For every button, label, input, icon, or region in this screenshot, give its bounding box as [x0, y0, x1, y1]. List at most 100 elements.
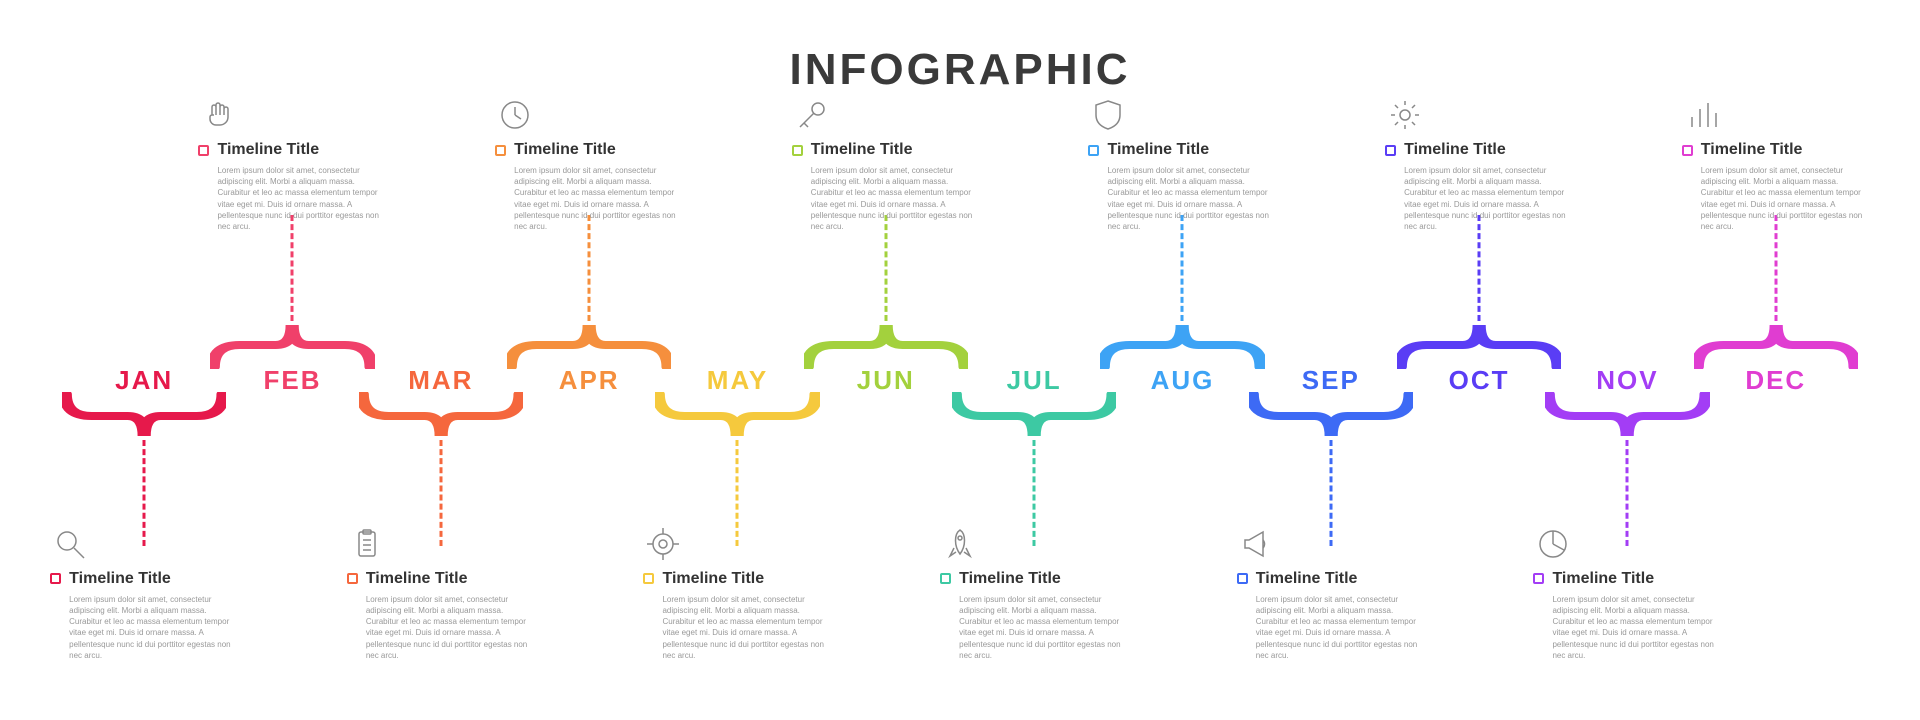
content-block: Timeline TitleLorem ipsum dolor sit amet…: [50, 524, 240, 661]
bracket: [1694, 321, 1858, 369]
content-title: Timeline Title: [217, 141, 319, 159]
content-block: Timeline Title Lorem ipsum dolor sit amet…: [940, 524, 1130, 661]
month-label: MAR: [367, 365, 515, 396]
month-cell-dec: DECTimeline TitleLorem ipsum dolor sit a…: [1702, 365, 1850, 396]
clipboard-icon: [347, 524, 387, 564]
content-title-row: Timeline Title: [50, 570, 240, 588]
content-description: Lorem ipsum dolor sit amet, consectetur …: [198, 165, 388, 232]
bracket: [210, 321, 374, 369]
bracket: [1249, 392, 1413, 440]
bracket: [1100, 321, 1264, 369]
month-label: AUG: [1108, 365, 1256, 396]
content-title: Timeline Title: [1404, 141, 1506, 159]
bullet-marker: [50, 573, 61, 584]
bullet-marker: [1237, 573, 1248, 584]
month-cell-aug: AUGTimeline TitleLorem ipsum dolor sit a…: [1108, 365, 1256, 396]
content-title-row: Timeline Title: [1088, 141, 1278, 159]
content-title-row: Timeline Title: [1385, 141, 1575, 159]
content-description: Lorem ipsum dolor sit amet, consectetur …: [1088, 165, 1278, 232]
month-label: DEC: [1702, 365, 1850, 396]
target-icon: [643, 524, 683, 564]
bracket: [1397, 321, 1561, 369]
content-title-row: Timeline Title: [1682, 141, 1872, 159]
content-title: Timeline Title: [366, 570, 468, 588]
content-block: Timeline Title Lorem ipsum dolor sit amet…: [1088, 95, 1278, 232]
month-cell-oct: OCTTimeline TitleLorem ipsum dolor sit a…: [1405, 365, 1553, 396]
content-block: Timeline Title Lorem ipsum dolor sit amet…: [347, 524, 537, 661]
month-label: OCT: [1405, 365, 1553, 396]
content-title-row: Timeline Title: [347, 570, 537, 588]
content-title-row: Timeline Title: [198, 141, 388, 159]
rocket-icon: [940, 524, 980, 564]
month-cell-jan: JANTimeline TitleLorem ipsum dolor sit a…: [70, 365, 218, 396]
content-title: Timeline Title: [514, 141, 616, 159]
content-description: Lorem ipsum dolor sit amet, consectetur …: [792, 165, 982, 232]
content-title-row: Timeline Title: [940, 570, 1130, 588]
content-block: Timeline Title Lorem ipsum dolor sit amet…: [1385, 95, 1575, 232]
bullet-marker: [495, 145, 506, 156]
content-title-row: Timeline Title: [643, 570, 833, 588]
month-label: APR: [515, 365, 663, 396]
fist-icon: [198, 95, 238, 135]
content-description: Lorem ipsum dolor sit amet, consectetur …: [940, 594, 1130, 661]
bullet-marker: [940, 573, 951, 584]
content-title: Timeline Title: [69, 570, 171, 588]
bracket: [952, 392, 1116, 440]
month-label: JUN: [812, 365, 960, 396]
bullet-marker: [1385, 145, 1396, 156]
bracket: [507, 321, 671, 369]
timeline-container: JANTimeline TitleLorem ipsum dolor sit a…: [70, 365, 1850, 396]
content-title: Timeline Title: [1701, 141, 1803, 159]
content-title: Timeline Title: [1107, 141, 1209, 159]
megaphone-icon: [1237, 524, 1277, 564]
content-description: Lorem ipsum dolor sit amet, consectetur …: [495, 165, 685, 232]
content-title-row: Timeline Title: [1533, 570, 1723, 588]
month-cell-feb: FEBTimeline TitleLorem ipsum dolor sit a…: [218, 365, 366, 396]
month-cell-jul: JULTimeline TitleLorem ipsum dolor sit a…: [960, 365, 1108, 396]
key-icon: [792, 95, 832, 135]
content-description: Lorem ipsum dolor sit amet, consectetur …: [347, 594, 537, 661]
month-label: MAY: [663, 365, 811, 396]
month-label: JAN: [70, 365, 218, 396]
content-description: Lorem ipsum dolor sit amet, consectetur …: [643, 594, 833, 661]
content-block: Timeline Title Lorem ipsum dolor sit amet…: [1237, 524, 1427, 661]
content-block: Timeline Title Lorem ipsum dolor sit amet…: [198, 95, 388, 232]
content-description: Lorem ipsum dolor sit amet, consectetur …: [1237, 594, 1427, 661]
content-description: Lorem ipsum dolor sit amet, consectetur …: [1533, 594, 1723, 661]
content-description: Lorem ipsum dolor sit amet, consectetur …: [1682, 165, 1872, 232]
month-label: JUL: [960, 365, 1108, 396]
content-title: Timeline Title: [1256, 570, 1358, 588]
month-label: FEB: [218, 365, 366, 396]
content-block: Timeline Title Lorem ipsum dolor sit amet…: [1682, 95, 1872, 232]
content-description: Lorem ipsum dolor sit amet, consectetur …: [1385, 165, 1575, 232]
bracket: [804, 321, 968, 369]
month-cell-may: MAYTimeline TitleLorem ipsum dolor sit a…: [663, 365, 811, 396]
month-cell-sep: SEPTimeline TitleLorem ipsum dolor sit a…: [1257, 365, 1405, 396]
content-title: Timeline Title: [959, 570, 1061, 588]
month-cell-jun: JUNTimeline TitleLorem ipsum dolor sit a…: [812, 365, 960, 396]
content-block: Timeline Title Lorem ipsum dolor sit amet…: [792, 95, 982, 232]
bracket: [1545, 392, 1709, 440]
bullet-marker: [792, 145, 803, 156]
clock-icon: [495, 95, 535, 135]
month-label: SEP: [1257, 365, 1405, 396]
content-block: Timeline Title Lorem ipsum dolor sit amet…: [1533, 524, 1723, 661]
content-title-row: Timeline Title: [1237, 570, 1427, 588]
month-label: NOV: [1553, 365, 1701, 396]
gear-icon: [1385, 95, 1425, 135]
bullet-marker: [347, 573, 358, 584]
content-title-row: Timeline Title: [495, 141, 685, 159]
content-title-row: Timeline Title: [792, 141, 982, 159]
shield-icon: [1088, 95, 1128, 135]
bullet-marker: [1682, 145, 1693, 156]
content-title: Timeline Title: [662, 570, 764, 588]
month-cell-apr: APRTimeline TitleLorem ipsum dolor sit a…: [515, 365, 663, 396]
bracket: [655, 392, 819, 440]
bullet-marker: [1533, 573, 1544, 584]
month-cell-nov: NOVTimeline TitleLorem ipsum dolor sit a…: [1553, 365, 1701, 396]
content-title: Timeline Title: [1552, 570, 1654, 588]
content-block: Timeline Title Lorem ipsum dolor sit amet…: [643, 524, 833, 661]
bullet-marker: [643, 573, 654, 584]
bullet-marker: [198, 145, 209, 156]
barchart-icon: [1682, 95, 1722, 135]
